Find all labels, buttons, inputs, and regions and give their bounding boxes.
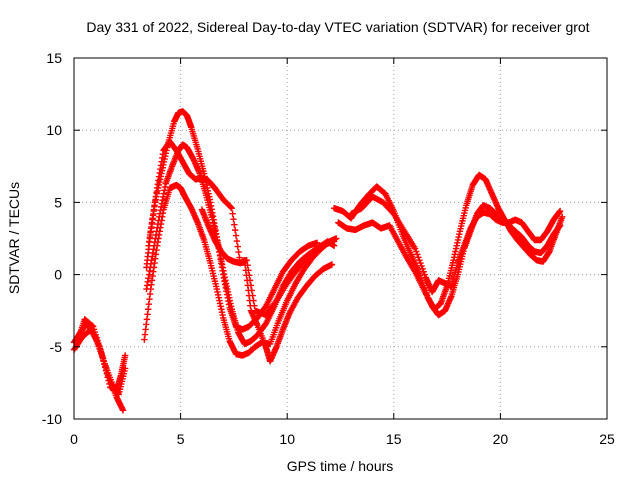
data-point [414,251,421,258]
y-tick-label: 10 [46,122,62,138]
series-track-7 [335,202,564,319]
y-tick-label: -10 [42,411,62,427]
data-point [417,259,424,267]
data-point [234,243,241,250]
data-point [415,254,422,261]
data-point [229,210,236,217]
data-point [104,374,111,381]
series-track-3 [75,108,321,394]
data-point [419,265,426,273]
x-tick-label: 5 [177,431,185,447]
series-track-5 [198,206,336,365]
x-tick-label: 20 [493,431,509,447]
y-tick-label: -5 [50,339,63,355]
data-point [102,367,110,374]
data-point [313,239,321,247]
y-tick-label: 0 [54,267,62,283]
data-point [105,377,112,384]
data-point [559,213,566,221]
data-point [99,354,106,361]
data-point [416,256,423,264]
y-tick-label: 15 [46,50,62,66]
data-point [121,352,129,359]
data-point [231,226,239,234]
x-axis-label: GPS time / hours [287,458,394,474]
data-point [232,232,240,239]
data-point [330,242,338,249]
data-point [418,262,425,270]
data-point [228,204,235,212]
plot-frame [73,57,608,420]
data-point [556,207,564,215]
data-point [328,261,336,268]
data-point [98,350,105,358]
data-point [231,221,238,228]
axis-ticks: 0 5 10 15 20 25 -10 -5 0 5 10 15 [42,50,615,447]
data-point [412,248,420,255]
x-tick-label: 15 [386,431,402,447]
data-point [227,204,235,211]
x-tick-label: 10 [279,431,295,447]
x-tick-label: 25 [599,431,615,447]
data-point [101,364,109,371]
data-point [411,245,419,252]
data-point [100,357,107,364]
data-point [420,268,427,275]
data-point [421,271,428,278]
series-track-8 [347,193,564,296]
data-points [70,108,566,414]
chart-title: Day 331 of 2022, Sidereal Day-to-day VTE… [86,19,589,35]
data-point [89,322,96,330]
x-tick-label: 0 [70,431,78,447]
data-point [103,370,111,378]
data-point [233,237,241,245]
data-point [119,407,127,414]
data-point [106,380,113,388]
series-track-6 [330,171,566,313]
y-tick-label: 5 [54,194,62,210]
data-point [230,215,237,223]
y-axis-label: SDTVAR / TECUs [6,182,22,294]
data-point [556,222,564,229]
data-point [235,248,242,256]
data-point [101,360,108,368]
